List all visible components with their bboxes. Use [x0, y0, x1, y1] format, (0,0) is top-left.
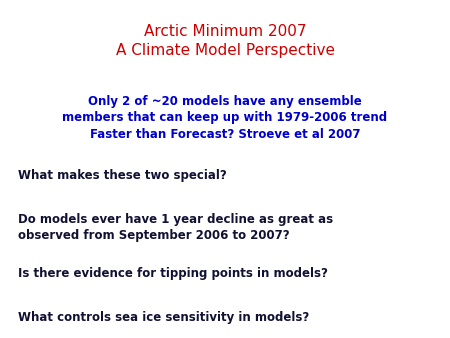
Text: Do models ever have 1 year decline as great as
observed from September 2006 to 2: Do models ever have 1 year decline as gr… — [18, 213, 333, 242]
Text: Only 2 of ~20 models have any ensemble
members that can keep up with 1979-2006 t: Only 2 of ~20 models have any ensemble m… — [63, 95, 387, 141]
Text: What makes these two special?: What makes these two special? — [18, 169, 227, 182]
Text: What controls sea ice sensitivity in models?: What controls sea ice sensitivity in mod… — [18, 311, 309, 324]
Text: Arctic Minimum 2007
A Climate Model Perspective: Arctic Minimum 2007 A Climate Model Pers… — [116, 24, 334, 58]
Text: Is there evidence for tipping points in models?: Is there evidence for tipping points in … — [18, 267, 328, 280]
